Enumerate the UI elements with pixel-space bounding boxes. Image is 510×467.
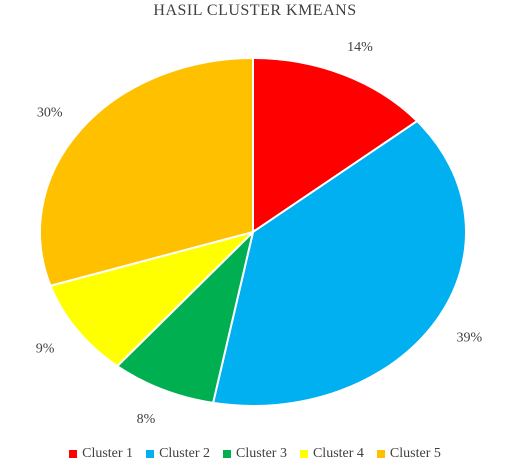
legend: Cluster 1 Cluster 2 Cluster 3 Cluster 4 … — [0, 446, 510, 462]
legend-item: Cluster 2 — [146, 446, 210, 462]
legend-swatch — [376, 450, 385, 458]
legend-item: Cluster 1 — [69, 446, 133, 462]
data-label-3: 8% — [137, 412, 156, 427]
data-label-5: 30% — [37, 105, 63, 120]
legend-label: Cluster 2 — [159, 446, 211, 461]
legend-item: Cluster 3 — [223, 446, 287, 462]
chart-title: HASIL CLUSTER KMEANS — [153, 2, 357, 19]
legend-label: Cluster 1 — [82, 446, 134, 461]
legend-swatch — [69, 450, 78, 458]
legend-label: Cluster 3 — [236, 446, 287, 461]
data-label-2: 39% — [457, 331, 483, 346]
pie-slice-5 — [39, 56, 254, 287]
pie-slice-2 — [211, 119, 467, 407]
data-label-4: 9% — [36, 341, 55, 356]
data-label-1: 14% — [347, 40, 373, 55]
legend-item: Cluster 4 — [299, 446, 364, 462]
legend-swatch — [299, 450, 308, 458]
pie-slice-4 — [49, 230, 257, 368]
legend-label: Cluster 5 — [389, 446, 441, 461]
pie-slice-3 — [115, 228, 255, 405]
pie-chart: 14% 39% 8% 9% 30% — [36, 40, 483, 427]
legend-swatch — [146, 450, 155, 458]
legend-swatch — [223, 450, 232, 458]
legend-item: Cluster 5 — [376, 446, 441, 462]
pie-slice-1 — [252, 56, 419, 234]
legend-label: Cluster 4 — [312, 446, 364, 461]
